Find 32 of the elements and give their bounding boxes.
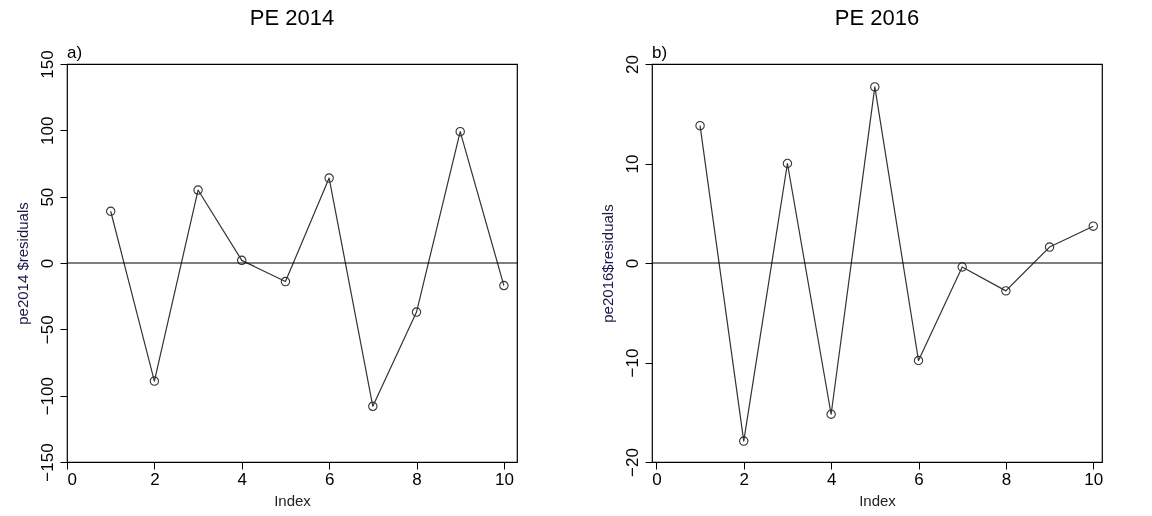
x-tick-label: 4 — [826, 469, 837, 489]
x-tick-label: 0 — [652, 469, 662, 489]
y-tick-label: −20 — [622, 448, 642, 477]
text: a) — [67, 43, 83, 62]
x-tick-label: 2 — [739, 469, 749, 489]
y-tick-label: 50 — [37, 187, 57, 207]
y-tick-label: −150 — [37, 443, 57, 482]
x-tick-label: 10 — [1084, 469, 1104, 489]
y-tick-label: 20 — [622, 55, 642, 74]
x-tick-label: 8 — [1001, 469, 1012, 489]
y-axis-title: pe2014 $residuals — [13, 202, 31, 325]
x-tick-label: 6 — [914, 469, 924, 489]
y-axis-title: pe2016$residuals — [598, 204, 616, 323]
x-tick-label: 0 — [67, 469, 77, 489]
y-tick-label: −10 — [622, 348, 642, 378]
x-tick-label: 6 — [324, 469, 335, 489]
chart-title: PE 2014 — [249, 5, 335, 30]
chart-title: PE 2016 — [834, 5, 920, 30]
x-tick-label: 10 — [494, 469, 514, 489]
y-tick-label: −100 — [37, 377, 57, 416]
x-axis-title: Index — [859, 491, 897, 509]
x-tick-label: 8 — [412, 469, 422, 489]
x-axis-title: Index — [274, 491, 312, 509]
text: b) — [652, 43, 668, 62]
x-tick-label: 4 — [237, 469, 247, 489]
y-tick-label: −50 — [37, 315, 57, 345]
y-tick-label: 100 — [37, 116, 57, 146]
x-tick-label: 2 — [150, 469, 160, 489]
y-tick-label: 150 — [37, 50, 57, 79]
y-tick-label: 10 — [622, 154, 642, 174]
y-tick-label: 0 — [622, 258, 642, 269]
y-tick-label: 0 — [37, 258, 57, 269]
